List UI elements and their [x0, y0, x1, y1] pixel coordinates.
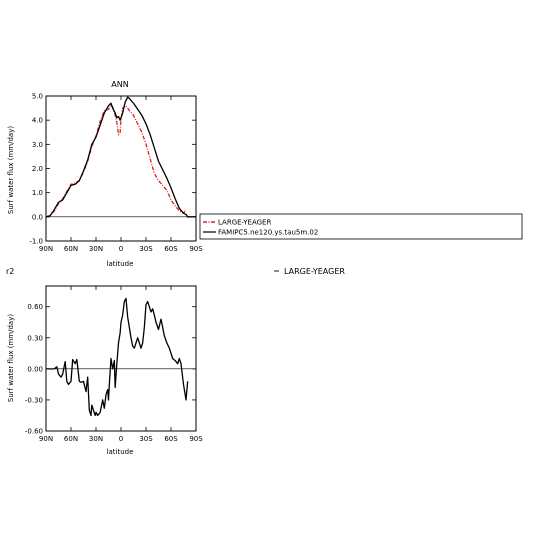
- chart-ann: ANN -1.0 0.0 1.0 2.0 3.0 4.0 5.0 90N 60N 30N 0 30S 6…: [7, 80, 203, 268]
- x-tick-label: 30N: [89, 435, 103, 443]
- y-tick-label: -0.30: [25, 396, 43, 404]
- series-line-large-yeager: [46, 297, 189, 417]
- legend: LARGE-YEAGER FAMIPC5.ne120.ys.tau5m.02: [199, 213, 523, 240]
- y-axis-label-difference: Surf water flux (mm/day): [7, 314, 15, 402]
- x-axis-label: latitude: [107, 260, 134, 268]
- series-line-famipc5-ne120-ys-tau5m-02: [45, 96, 196, 218]
- x-tick-label: 60N: [64, 435, 78, 443]
- panel-corner-label: r2: [6, 267, 14, 276]
- y-tick-label: 3.0: [32, 141, 43, 149]
- x-tick-label: 60N: [64, 245, 78, 253]
- x-tick-label: 90N: [39, 245, 53, 253]
- x-tick-label: 30N: [89, 245, 103, 253]
- x-axis-label-difference: latitude: [107, 448, 134, 456]
- series-line-large-yeager: [45, 104, 187, 218]
- legend-box: [199, 213, 523, 240]
- x-tick-label: 0: [119, 245, 123, 253]
- x-tick-label: 30S: [139, 245, 153, 253]
- plot-area: -1.0 0.0 1.0 2.0 3.0 4.0 5.0 90N 60N 30N 0 30S 60S 90…: [29, 93, 203, 254]
- x-tick-label: 60S: [164, 435, 178, 443]
- y-tick-label: -0.60: [25, 428, 43, 436]
- legend-entry-famipc5: FAMIPC5.ne120.ys.tau5m.02: [218, 229, 318, 237]
- y-tick-label: 4.0: [32, 117, 43, 125]
- y-tick-label: 2.0: [32, 165, 43, 173]
- y-tick-label: 5.0: [32, 93, 43, 101]
- legend-bottom: LARGE-YEAGER: [274, 267, 345, 276]
- legend-entry-large-yeager: LARGE-YEAGER: [218, 219, 271, 227]
- legend-entry-large-yeager-diff: LARGE-YEAGER: [284, 267, 345, 276]
- y-tick-label: 1.0: [32, 189, 43, 197]
- x-tick-label: 90N: [39, 435, 53, 443]
- y-tick-label: -1.0: [29, 238, 43, 246]
- x-tick-label: 0: [119, 435, 123, 443]
- x-tick-label: 30S: [139, 435, 153, 443]
- y-axis-label: Surf water flux (mm/day): [7, 126, 15, 214]
- y-tick-label: 0.30: [27, 334, 43, 342]
- y-tick-label: 0.00: [27, 365, 43, 373]
- plot-area-difference: -0.60 -0.30 0.00 0.30 0.60 90N 60N 30N 0 30S 60S 90…: [25, 285, 203, 443]
- chart-title: ANN: [111, 80, 128, 89]
- x-tick-label: 60S: [164, 245, 178, 253]
- y-tick-label: 0.60: [27, 303, 43, 311]
- x-tick-label: 90S: [189, 435, 203, 443]
- y-tick-label: 0.0: [32, 213, 43, 221]
- x-tick-label: 90S: [189, 245, 203, 253]
- chart-difference: -0.60 -0.30 0.00 0.30 0.60 90N 60N 30N 0 30S 60S 90…: [7, 285, 203, 456]
